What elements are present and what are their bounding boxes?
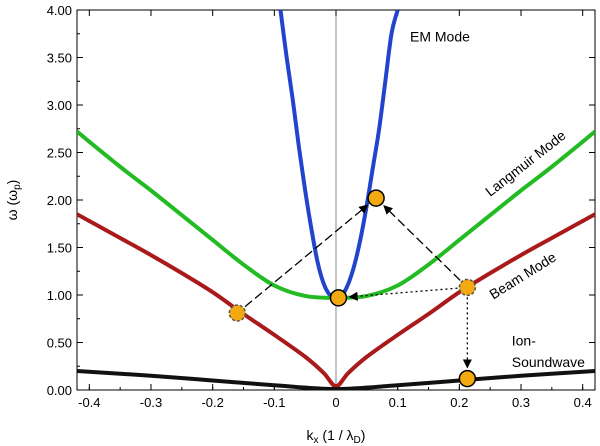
- mode-annotation: Soundwave: [512, 354, 585, 370]
- y-tick-label: 4.00: [47, 3, 72, 18]
- x-tick-label: 0.1: [389, 395, 407, 410]
- x-axis-ticks: -0.4 -0.3 -0.2 -0.1 0 0.1 0.2 0.3 0.4: [78, 10, 592, 410]
- mode-point: [367, 189, 385, 207]
- x-tick-label: -0.3: [140, 395, 162, 410]
- x-tick-label: -0.1: [263, 395, 285, 410]
- arrow-layer: [244, 204, 472, 369]
- y-tick-label: 2.00: [47, 193, 72, 208]
- y-tick-label: 3.00: [47, 98, 72, 113]
- y-tick-label: 3.50: [47, 51, 72, 66]
- series-line-ion-soundwave: [77, 369, 595, 390]
- x-tick-label: 0: [332, 395, 339, 410]
- x-tick-label: 0.4: [574, 395, 592, 410]
- y-tick-label: 0.00: [47, 383, 72, 398]
- mode-annotation: Beam Mode: [486, 249, 559, 303]
- mode-point: [458, 369, 477, 388]
- transition-arrow: [244, 204, 369, 308]
- y-axis-label: ω (ωp): [4, 180, 23, 221]
- transition-arrow: [383, 205, 461, 281]
- x-tick-label: -0.2: [201, 395, 223, 410]
- x-tick-label: 0.2: [450, 395, 468, 410]
- y-tick-label: 1.00: [47, 288, 72, 303]
- transition-arrow: [348, 287, 458, 301]
- series-line-beam-mode: [77, 212, 595, 389]
- mode-annotation: EM Mode: [410, 28, 470, 44]
- y-tick-label: 1.50: [47, 241, 72, 256]
- mode-point: [228, 304, 247, 322]
- mode-point: [329, 289, 348, 307]
- x-tick-label: 0.3: [512, 395, 530, 410]
- mode-point: [458, 278, 477, 297]
- y-tick-label: 2.50: [47, 146, 72, 161]
- series-line-em-mode: [278, 10, 400, 300]
- y-axis-ticks: 0.00 0.50 1.00 1.50 2.00 2.50 3.00 3.50 4.00: [47, 3, 595, 398]
- x-tick-label: -0.4: [78, 395, 100, 410]
- y-tick-label: 0.50: [47, 336, 72, 351]
- point-layer: [228, 189, 477, 388]
- mode-annotation: Ion-: [512, 332, 536, 348]
- x-axis-label: kx (1 / λD): [307, 427, 366, 446]
